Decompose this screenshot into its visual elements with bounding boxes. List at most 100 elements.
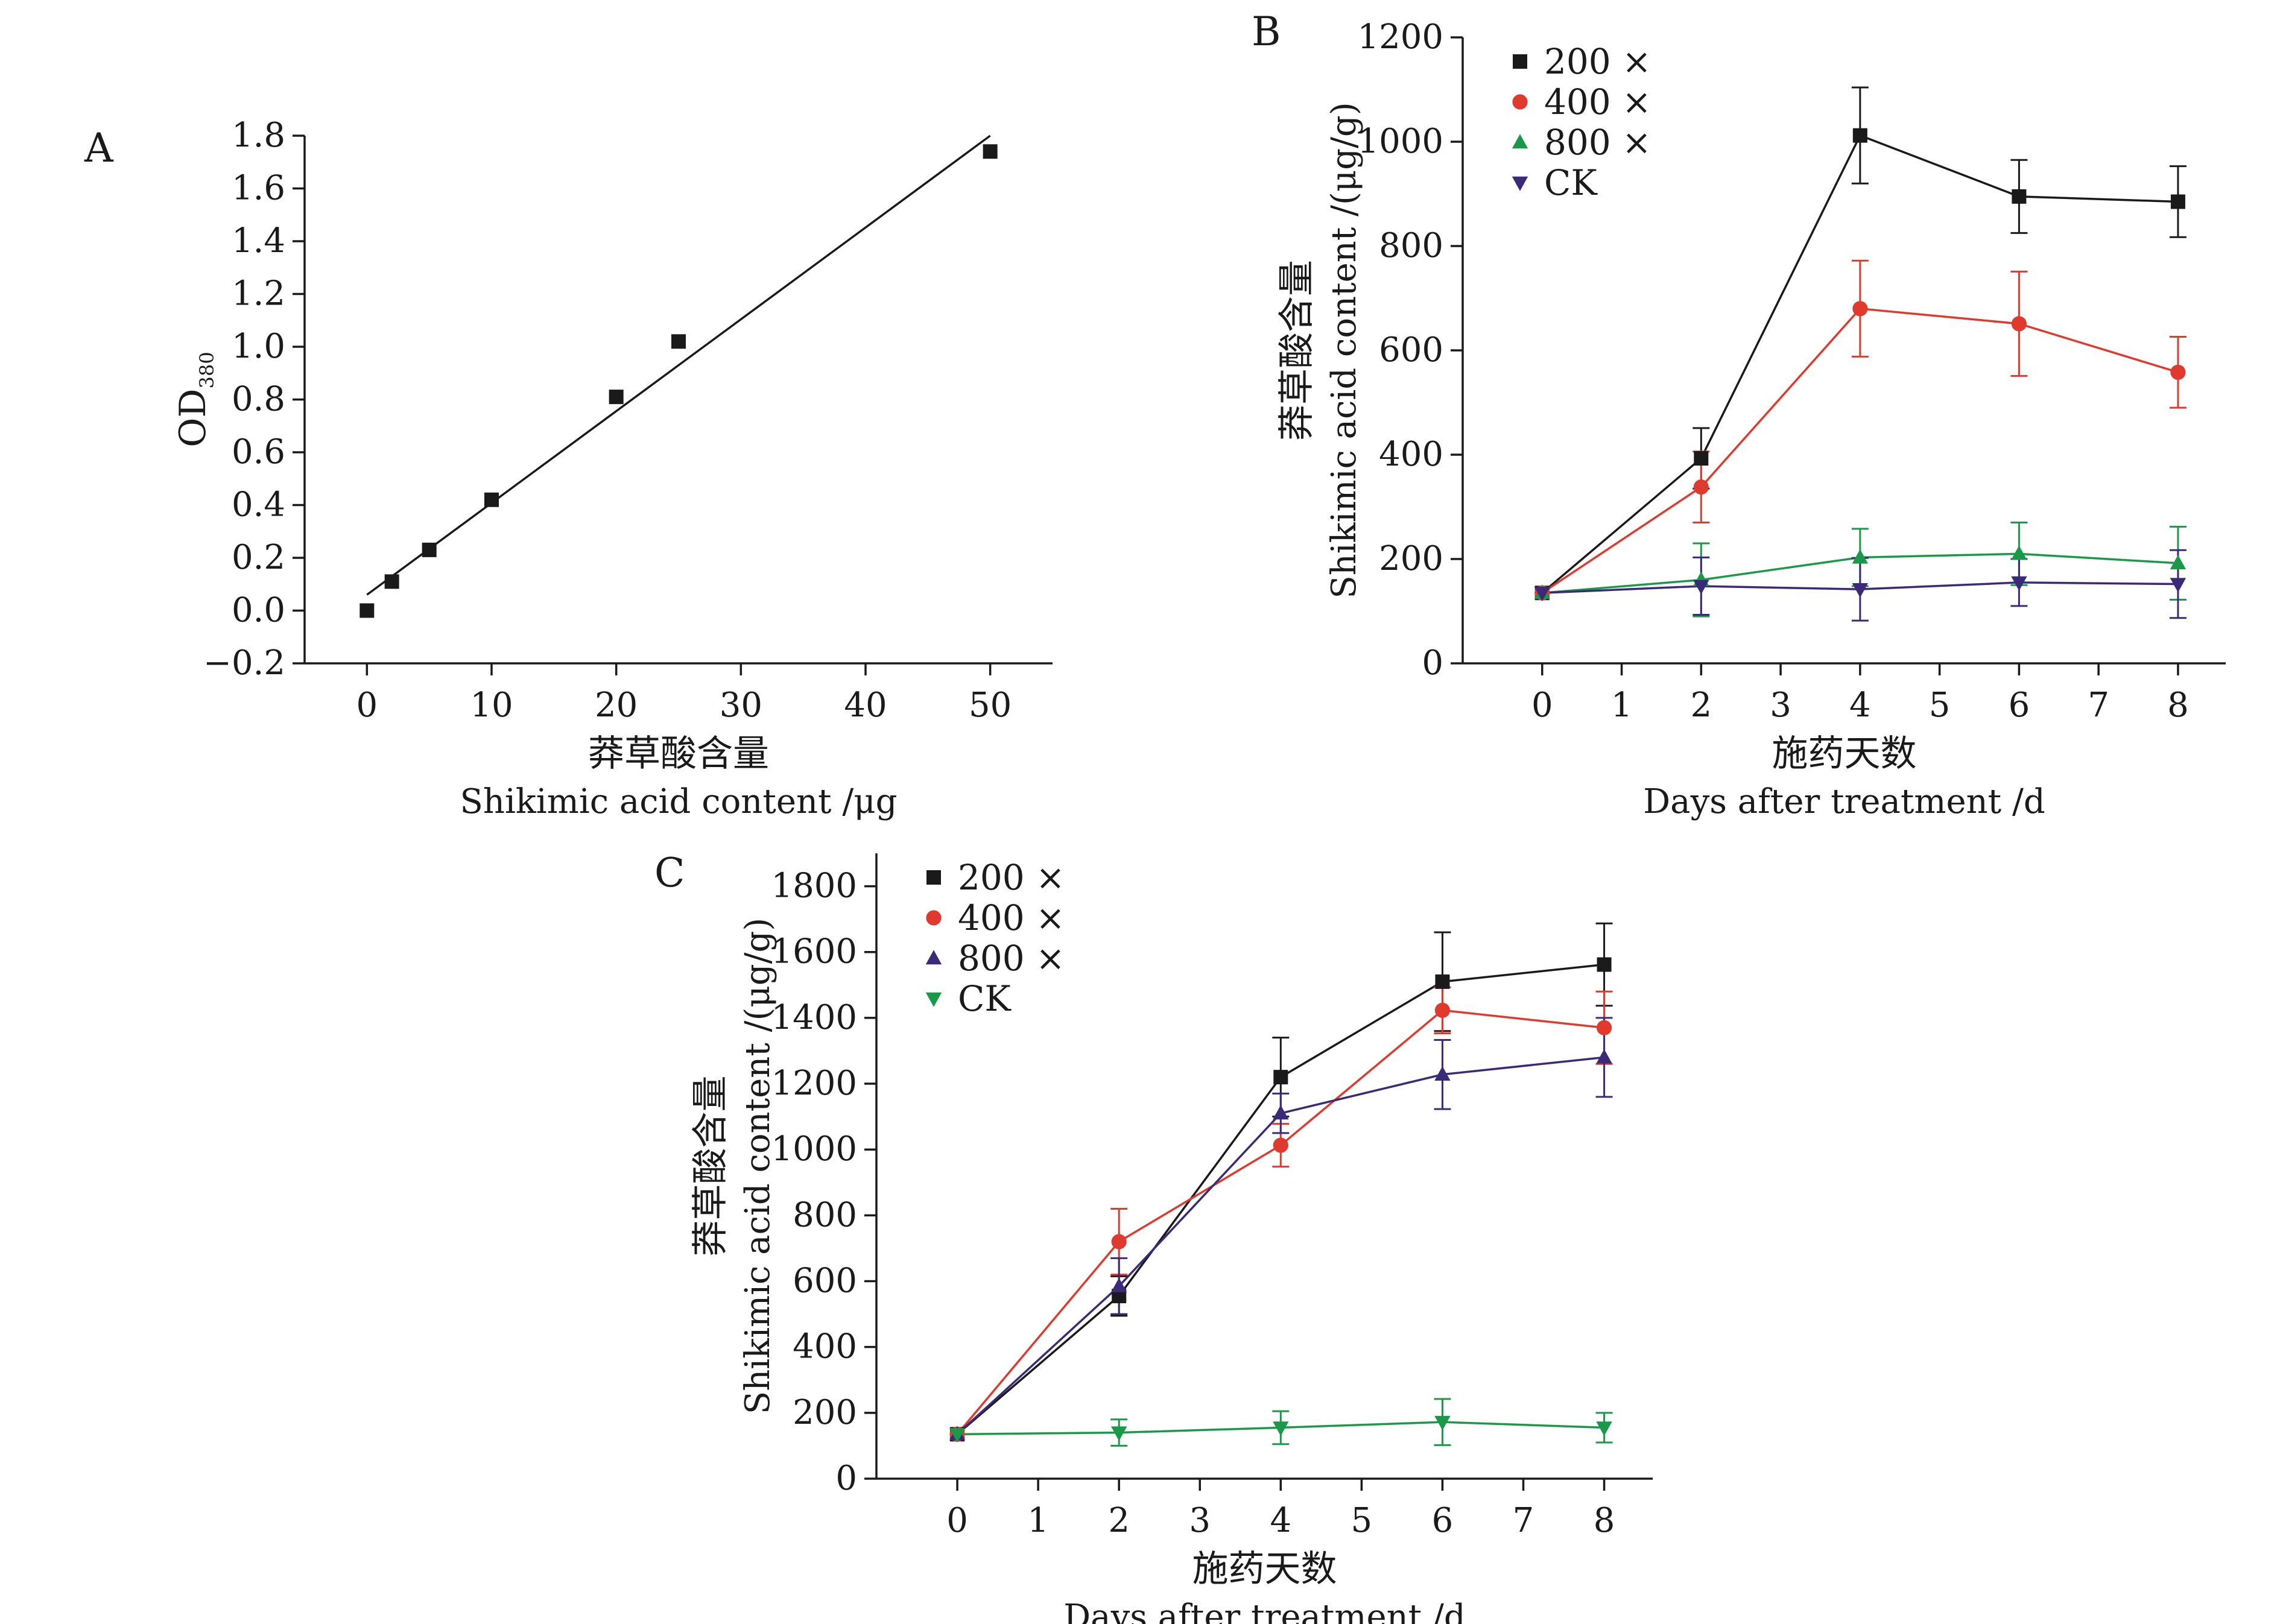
y-tick-label: 1000 — [771, 1130, 857, 1169]
x-tick-label: 6 — [1432, 1501, 1454, 1540]
data-point — [2011, 316, 2027, 332]
y-tick-label: 0.2 — [232, 538, 285, 577]
y-tick-label: 1.0 — [232, 327, 285, 366]
y-tick-label: 0.6 — [232, 432, 285, 472]
data-point — [1435, 974, 1450, 989]
x-tick-label: 8 — [1594, 1501, 1615, 1540]
legend-label: 200 × — [958, 857, 1065, 898]
data-point — [1596, 1020, 1612, 1035]
data-point — [1273, 1105, 1289, 1120]
x-tick-label: 5 — [1929, 686, 1951, 725]
data-point — [384, 574, 399, 589]
data-point — [1273, 1137, 1288, 1153]
y-tick-label: 800 — [1379, 226, 1443, 265]
legend-label: 800 × — [1544, 122, 1651, 163]
y-tick-label: 1200 — [1357, 17, 1443, 57]
data-point — [1434, 1002, 1451, 1018]
data-point — [1110, 1426, 1127, 1441]
y-tick-label: 1000 — [1357, 122, 1443, 161]
panel-a: A −0.2 0.0 0.2 0.4 0.6 0.8 1.0 1.2 1.4 1.6 1.8 0 10 20… — [84, 116, 1053, 821]
data-point — [1852, 301, 1868, 317]
panel-label: A — [84, 125, 114, 171]
data-point — [1597, 957, 1612, 972]
x-tick-label: 3 — [1770, 686, 1791, 725]
y-axis-title-subscript: 380 — [195, 352, 218, 388]
data-point — [1273, 1070, 1288, 1085]
y-axis-title-cn: 莽草酸含量 — [689, 1076, 732, 1257]
data-point — [2170, 194, 2185, 209]
y-tick-label: 200 — [1379, 539, 1443, 578]
y-tick-label: −0.2 — [203, 643, 285, 683]
y-tick-label: 1.2 — [232, 274, 285, 314]
x-tick-label: 4 — [1849, 686, 1871, 725]
legend: 200 ×400 ×800 ×CK — [925, 857, 1065, 1019]
y-tick-label: 400 — [793, 1327, 857, 1366]
x-tick-label: 0 — [356, 686, 378, 725]
data-point — [1111, 1234, 1127, 1250]
y-tick-label: 1400 — [771, 998, 857, 1037]
legend-label: 800 × — [958, 938, 1065, 979]
legend-label: CK — [1544, 162, 1598, 203]
data-point — [359, 603, 375, 618]
x-tick-label: 8 — [2167, 686, 2189, 725]
x-tick-label: 10 — [470, 686, 513, 725]
legend-marker — [926, 910, 942, 926]
legend-label: 200 × — [1544, 41, 1651, 82]
fit-line — [366, 134, 991, 596]
data-point — [1693, 479, 1709, 495]
data-point — [1110, 1277, 1127, 1292]
data-point — [484, 492, 499, 507]
data-point — [2011, 576, 2027, 591]
data-point — [1434, 1066, 1451, 1081]
y-tick-label: 600 — [793, 1262, 857, 1301]
data-point — [2170, 555, 2187, 570]
legend-label: CK — [958, 978, 1012, 1019]
x-tick-label: 30 — [720, 686, 762, 725]
x-axis-title-en: Days after treatment /d — [1063, 1597, 1465, 1624]
y-tick-label: 800 — [793, 1195, 857, 1234]
x-tick-label: 0 — [1531, 686, 1553, 725]
x-axis-title-cn: 莽草酸含量 — [588, 733, 769, 775]
x-tick-label: 4 — [1270, 1501, 1291, 1540]
x-tick-label: 7 — [1513, 1501, 1534, 1540]
data-point — [1693, 580, 1709, 595]
y-tick-label: 0.8 — [232, 380, 285, 419]
legend-marker — [925, 950, 942, 965]
data-point — [1852, 583, 1869, 598]
x-tick-label: 2 — [1690, 686, 1712, 725]
data-point — [2170, 578, 2187, 593]
data-point — [1852, 549, 1869, 564]
legend-marker — [1513, 54, 1527, 69]
x-tick-label: 7 — [2088, 686, 2109, 725]
panel-c: C 0 200 400 600 800 1000 1200 1400 1600 1800 0 1 2 3 4 5… — [654, 850, 1653, 1624]
panel-label: C — [654, 850, 685, 896]
data-point — [422, 542, 437, 557]
legend-marker — [925, 992, 942, 1007]
x-tick-label: 5 — [1351, 1501, 1373, 1540]
x-tick-label: 1 — [1611, 686, 1633, 725]
data-point — [983, 144, 998, 159]
y-axis-title-en: Shikimic acid content /(μg/g) — [738, 918, 777, 1414]
x-tick-label: 1 — [1027, 1501, 1049, 1540]
x-tick-label: 40 — [844, 686, 887, 725]
data-point — [1596, 1049, 1612, 1064]
series-line-0 — [956, 963, 1604, 1435]
x-tick-label: 20 — [595, 686, 638, 725]
data-point — [1852, 128, 1867, 143]
x-axis-title-en: Days after treatment /d — [1643, 782, 2045, 821]
data-point — [1434, 1415, 1451, 1430]
legend: 200 ×400 ×800 ×CK — [1512, 41, 1651, 203]
x-tick-label: 50 — [969, 686, 1012, 725]
data-point — [1694, 451, 1709, 466]
legend-label: 400 × — [1544, 81, 1651, 122]
x-tick-label: 0 — [946, 1501, 968, 1540]
y-tick-label: 0.0 — [232, 591, 285, 630]
y-tick-label: 1.6 — [232, 169, 285, 208]
x-axis-title-cn: 施药天数 — [1772, 733, 1917, 775]
data-point — [2011, 545, 2027, 560]
legend-marker — [1512, 134, 1528, 149]
y-tick-label: 1.4 — [232, 221, 285, 261]
y-tick-label: 0 — [1422, 643, 1443, 683]
y-axis-title-main: OD — [172, 388, 214, 447]
